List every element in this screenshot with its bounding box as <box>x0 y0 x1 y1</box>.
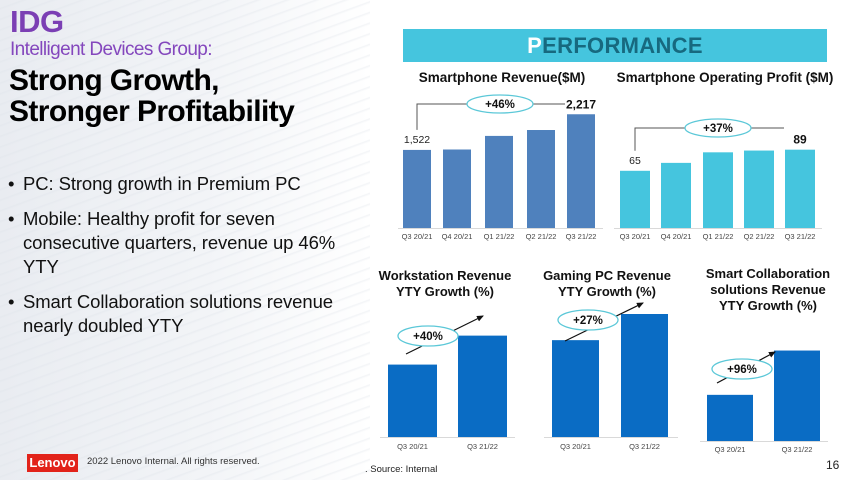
chart-title-smartphone-profit: Smartphone Operating Profit ($M) <box>616 70 834 85</box>
bullet-text: Smart Collaboration solutions revenue ne… <box>23 291 333 336</box>
x-tick-label: Q3 20/21 <box>402 232 433 241</box>
bullet-item: • Mobile: Healthy profit for seven consec… <box>8 207 358 279</box>
chart-title-line: Workstation Revenue <box>378 268 512 283</box>
x-tick-label: Q3 21/22 <box>566 232 597 241</box>
x-tick-label: Q4 20/21 <box>442 232 473 241</box>
data-label-first: 1,522 <box>404 134 430 146</box>
x-tick-label: Q2 21/22 <box>744 232 775 241</box>
growth-annotation: +27% <box>573 315 603 327</box>
growth-annotation: +96% <box>727 364 757 376</box>
bar-q4-20-21 <box>661 162 691 228</box>
bar-q1-21-22 <box>703 152 733 228</box>
bar-q3-20-21 <box>403 149 431 228</box>
bar-q3-20-21 <box>707 394 753 441</box>
growth-bracket-left <box>416 103 467 130</box>
growth-ellipse <box>397 325 459 347</box>
bar-q2-21-22 <box>527 130 555 228</box>
x-tick-label: Q3 21/22 <box>782 445 813 454</box>
x-tick-label: Q2 21/22 <box>526 232 557 241</box>
bar-q3-21-22 <box>774 350 820 441</box>
x-tick-label: Q3 21/22 <box>785 232 816 241</box>
growth-annotation: +40% <box>413 331 443 343</box>
chart-title-smartphone-revenue: Smartphone Revenue($M) <box>418 70 586 85</box>
growth-ellipse <box>684 118 752 138</box>
source-note: . Source: Internal <box>365 464 438 475</box>
chart-title-gaming-pc: Gaming PC Revenue YTY Growth (%) <box>527 268 687 300</box>
page-headline: Strong Growth, Stronger Profitability <box>9 64 295 128</box>
x-tick-label: Q3 20/21 <box>560 442 591 451</box>
left-panel-background <box>0 0 370 480</box>
bullet-dot-icon: • <box>8 291 15 312</box>
data-label-first: 65 <box>629 155 641 167</box>
data-label-last: 2,217 <box>566 97 596 111</box>
chart-title-line: Smart Collaboration <box>705 266 831 281</box>
chart-title-workstation: Workstation Revenue YTY Growth (%) <box>365 268 525 300</box>
bar-q2-21-22 <box>744 150 774 228</box>
data-label-last: 89 <box>793 133 807 147</box>
bullet-dot-icon: • <box>8 208 15 229</box>
growth-ellipse <box>557 309 619 331</box>
x-tick-label: Q3 20/21 <box>397 442 428 451</box>
x-tick-label: Q1 21/22 <box>703 232 734 241</box>
x-tick-label: Q3 21/22 <box>467 442 498 451</box>
bullet-item: • Smart Collaboration solutions revenue n… <box>8 290 358 338</box>
bullet-item: • PC: Strong growth in Premium PC <box>8 172 358 196</box>
chart-title-line: solutions Revenue <box>710 282 826 297</box>
copyright-text: 2022 Lenovo Internal. All rights reserve… <box>87 456 260 467</box>
chart-title-line: YTY Growth (%) <box>719 298 817 313</box>
growth-bracket-left <box>634 127 685 151</box>
brand-subtitle: Intelligent Devices Group: <box>10 39 213 60</box>
x-tick-label: Q3 21/22 <box>629 442 660 451</box>
page-number: 16 <box>826 458 840 472</box>
bar-q3-20-21 <box>388 364 437 437</box>
headline-line-1: Strong Growth, <box>9 64 220 97</box>
bar-q3-21-22 <box>567 114 595 228</box>
bar-q4-20-21 <box>443 149 471 228</box>
x-tick-label: Q3 20/21 <box>715 445 746 454</box>
bar-q3-20-21 <box>620 170 650 228</box>
x-tick-label: Q3 20/21 <box>620 232 651 241</box>
chart-title-smart-collaboration: Smart Collaboration solutions Revenue YT… <box>688 266 848 314</box>
lenovo-logo: Lenovo <box>27 454 78 472</box>
chart-title-line: Gaming PC Revenue <box>543 268 671 283</box>
bullet-dot-icon: • <box>8 173 15 194</box>
performance-banner: PERFORMANCE <box>403 29 827 62</box>
chart-title-line: YTY Growth (%) <box>396 284 494 299</box>
headline-line-2: Stronger Profitability <box>9 95 295 128</box>
growth-ellipse <box>711 358 773 380</box>
x-tick-label: Q4 20/21 <box>661 232 692 241</box>
bar-q3-21-22 <box>785 149 815 228</box>
bullet-list: • PC: Strong growth in Premium PC • Mobile… <box>8 172 358 349</box>
x-tick-label: Q1 21/22 <box>484 232 515 241</box>
growth-ellipse <box>466 94 534 114</box>
growth-annotation: +46% <box>485 99 515 111</box>
banner-first-letter: P <box>527 33 543 58</box>
growth-annotation: +37% <box>703 123 733 135</box>
bullet-text: PC: Strong growth in Premium PC <box>23 173 301 194</box>
bar-q3-20-21 <box>552 340 599 437</box>
chart-title-line: YTY Growth (%) <box>558 284 656 299</box>
bar-q3-21-22 <box>621 314 668 437</box>
bar-q1-21-22 <box>485 135 513 228</box>
bullet-text: Mobile: Healthy profit for seven consecu… <box>23 208 336 277</box>
bar-q3-21-22 <box>458 335 507 437</box>
brand-title: IDG <box>10 4 64 39</box>
banner-text: ERFORMANCE <box>542 33 703 58</box>
